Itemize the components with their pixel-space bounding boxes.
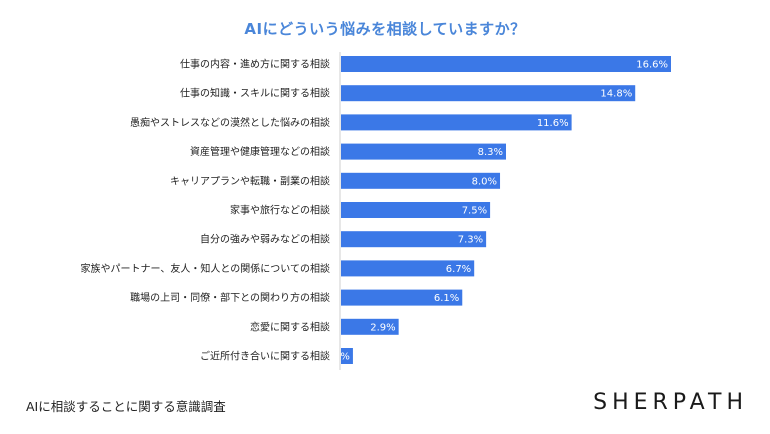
category-label: 家事や旅行などの相談: [230, 204, 330, 217]
category-label: 愚痴やストレスなどの漠然とした悩みの相談: [130, 116, 330, 129]
bar: [341, 318, 399, 335]
category-label: 仕事の知識・スキルに関する相談: [180, 87, 330, 100]
bar-value-label: 16.6%: [636, 60, 668, 71]
category-label: 資産管理や健康管理などの相談: [190, 145, 330, 158]
bars-group: 仕事の内容・進め方に関する相談 16.6% 仕事の知識・スキルに関する相談 14.8%…: [81, 56, 671, 364]
bar-value-label: %: [340, 352, 350, 363]
bar-value-label: 8.0%: [472, 176, 497, 187]
bar: [341, 202, 491, 218]
bar-value-label: 7.3%: [458, 235, 483, 246]
category-label: 仕事の内容・進め方に関する相談: [180, 58, 330, 71]
category-label: 自分の強みや弱みなどの相談: [200, 233, 330, 246]
bar: [341, 260, 475, 277]
category-label: 家族やパートナー、友人・知人との関係についての相談: [81, 262, 331, 275]
bar: [341, 231, 487, 248]
category-label: ご近所付き合いに関する相談: [200, 350, 330, 363]
bar-value-label: 8.3%: [478, 147, 503, 158]
bar-value-label: 6.7%: [446, 264, 471, 275]
category-label: 恋愛に関する相談: [250, 320, 330, 333]
bar-value-label: 14.8%: [600, 89, 632, 100]
bar: [341, 56, 671, 72]
bar-value-label: 11.6%: [537, 118, 569, 129]
bar: [341, 114, 572, 131]
category-label: キャリアプランや転職・副業の相談: [170, 174, 330, 187]
bar: [341, 348, 353, 364]
chart-title: AIにどういう悩みを相談していますか？: [244, 20, 526, 38]
bar-value-label: 2.9%: [370, 322, 395, 333]
bar: [341, 85, 636, 102]
bar: [341, 143, 506, 160]
bar: [341, 289, 463, 306]
bar: [341, 172, 501, 189]
brand-logo: SHERPATH: [593, 390, 748, 415]
category-label: 職場の上司・同僚・部下との関わり方の相談: [130, 291, 330, 304]
bar-value-label: 7.5%: [462, 206, 487, 217]
bar-value-label: 6.1%: [434, 293, 459, 304]
footer-caption: AIに相談することに関する意識調査: [26, 399, 226, 414]
